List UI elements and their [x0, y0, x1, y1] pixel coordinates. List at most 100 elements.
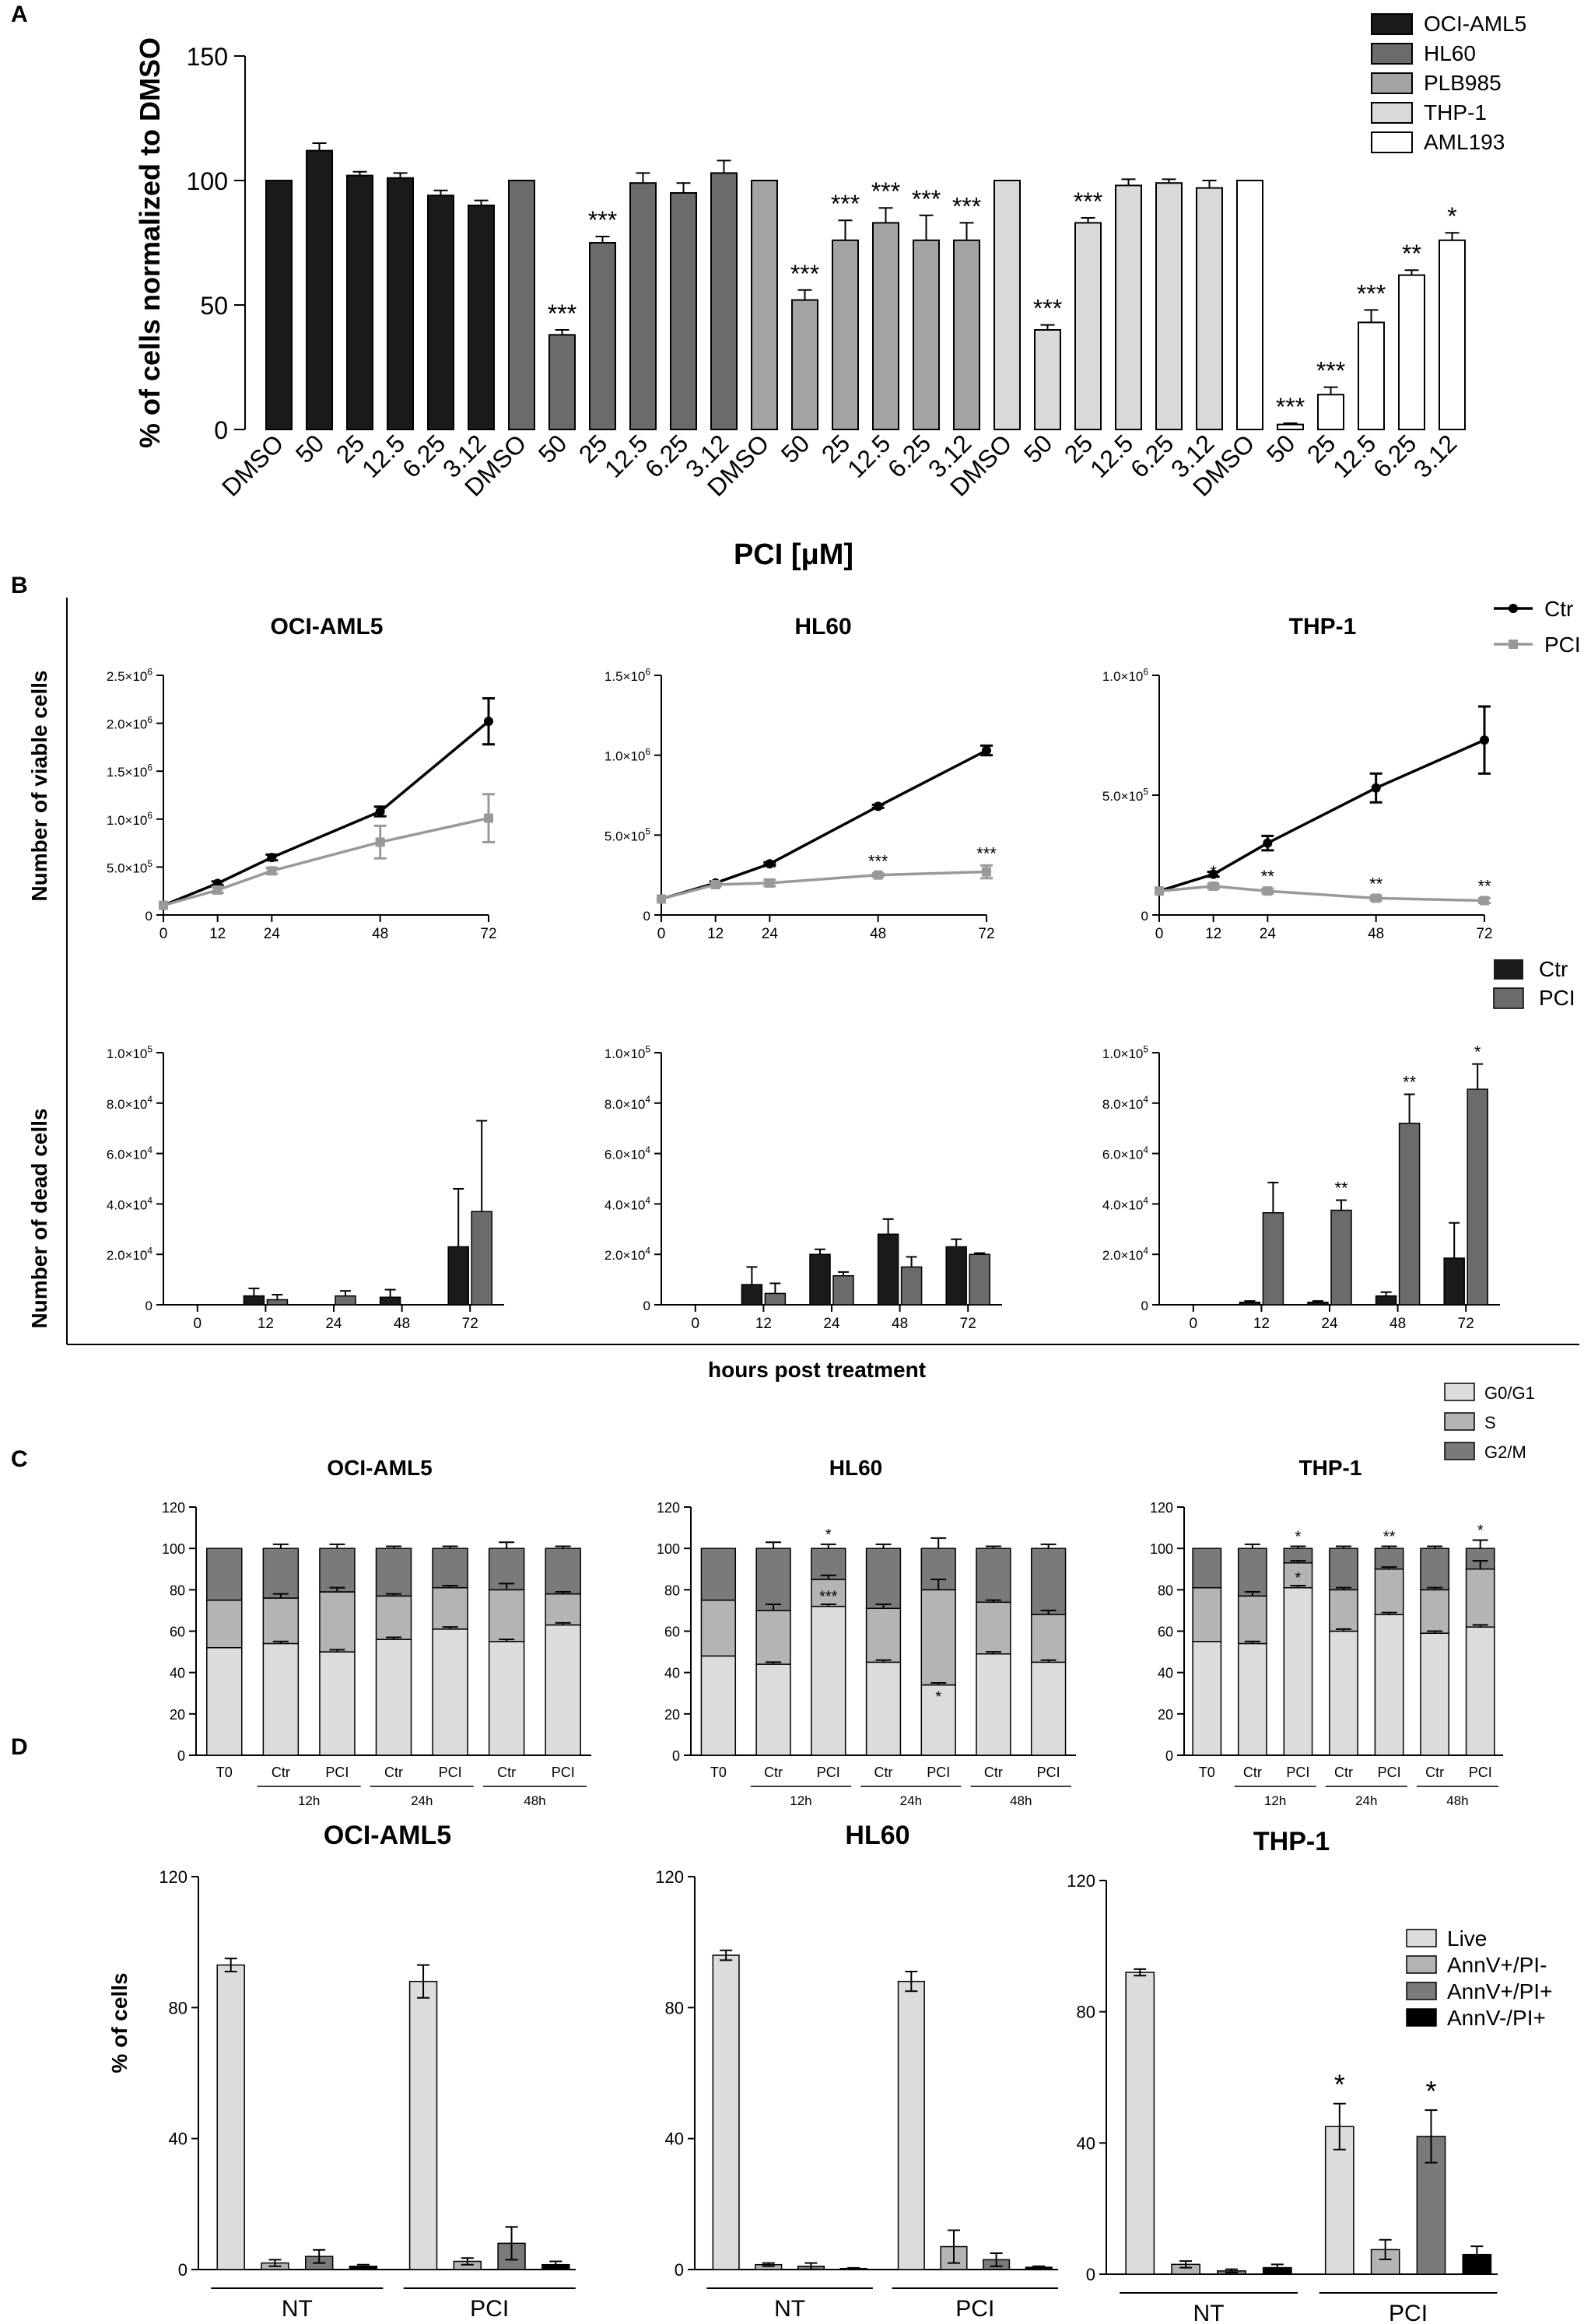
x-tick-label: 0 — [1155, 926, 1164, 942]
bar-segment — [1237, 1642, 1267, 1756]
x-tick-label: 48 — [1390, 1316, 1406, 1332]
y-tick-label: 0 — [145, 909, 152, 924]
bar-segment — [262, 1548, 300, 1599]
group-label: 48h — [524, 1793, 545, 1808]
y-tick-label: 40 — [169, 2129, 187, 2149]
data-point — [1155, 886, 1164, 896]
x-tick-label: T0 — [216, 1765, 233, 1780]
significance-mark: ** — [1477, 876, 1491, 896]
data-point — [1208, 869, 1218, 879]
y-tick-label: 5.0×105 — [1102, 786, 1148, 804]
x-tick-label: 50 — [1018, 429, 1058, 468]
y-tick-label: 100 — [162, 1541, 185, 1557]
group-label: PCI — [955, 2296, 994, 2322]
data-point — [1371, 783, 1381, 793]
group-label: 12h — [298, 1793, 320, 1808]
y-tick-label: 60 — [1158, 1625, 1173, 1640]
bar-segment — [1030, 1661, 1067, 1756]
x-tick-label: PCI — [927, 1765, 950, 1780]
x-tick-label: 0 — [692, 1316, 700, 1332]
bar-segment — [920, 1589, 956, 1686]
x-tick-label: 6.25 — [1125, 429, 1179, 482]
bar-segment — [319, 1548, 356, 1593]
x-tick-label: 72 — [1476, 926, 1492, 942]
data-point — [375, 837, 385, 847]
legend-label: AnnV-/PI+ — [1447, 2006, 1546, 2030]
bar — [335, 1295, 356, 1306]
significance-mark: *** — [1074, 188, 1102, 216]
significance-mark: *** — [952, 192, 981, 220]
bar-segment — [811, 1605, 846, 1756]
x-tick-label: 72 — [462, 1316, 478, 1332]
group-label: NT — [1193, 2301, 1225, 2324]
significance-mark: * — [1425, 2075, 1436, 2107]
y-tick-label: 120 — [1150, 1500, 1173, 1516]
bar-segment — [1329, 1548, 1358, 1591]
ctr-line — [1158, 738, 1485, 892]
bar — [629, 182, 657, 430]
y-tick-label: 0 — [675, 2260, 684, 2280]
y-tick-label: 1.0×106 — [107, 810, 152, 828]
apoptosis-panel: HL60 0 40 80 120 NT PCI — [655, 1821, 1059, 2322]
legend-label: OCI-AML5 — [1424, 12, 1526, 36]
x-tick-label: Ctr — [497, 1765, 516, 1780]
x-tick-label: 24 — [762, 926, 779, 942]
x-tick-label: 50 — [533, 429, 573, 468]
legend-swatch — [1494, 959, 1523, 980]
x-tick-label: 72 — [978, 926, 994, 942]
group-label: 12h — [1264, 1793, 1286, 1808]
bar — [427, 195, 454, 430]
bar-segment — [1465, 1569, 1495, 1628]
y-tick-label: 80 — [1077, 2003, 1095, 2022]
bar — [712, 1954, 740, 2270]
x-tick-label: 6.25 — [640, 429, 693, 482]
significance-mark: ** — [763, 858, 777, 878]
chart-title: HL60 — [829, 1456, 882, 1480]
legend-label: THP-1 — [1424, 100, 1487, 124]
legend-swatch — [1493, 987, 1524, 1009]
y-tick-label: 0 — [145, 1299, 152, 1313]
data-point — [267, 866, 277, 876]
y-tick-label: 4.0×104 — [107, 1195, 152, 1213]
group-label: PCI — [1389, 2301, 1428, 2324]
y-tick-label: 0 — [643, 909, 650, 924]
legend-label: AML193 — [1424, 130, 1505, 154]
y-tick-label: 8.0×104 — [605, 1094, 650, 1112]
y-tick-label: 40 — [664, 1666, 680, 1681]
significance-mark: *** — [976, 843, 997, 863]
bar — [1398, 274, 1425, 430]
data-point — [710, 879, 720, 889]
bar — [764, 1292, 787, 1306]
significance-mark: * — [1210, 862, 1217, 882]
significance-mark: *** — [1276, 393, 1305, 421]
panel-c: G0/G1 S G2/M OCI-AML5 0 20 40 60 80 100 120 T0 Ctr PC… — [162, 1383, 1535, 1808]
x-tick-label: 3.12 — [1408, 429, 1462, 482]
bar — [1074, 222, 1102, 430]
bar — [1262, 1211, 1284, 1306]
y-axis-title: % of cells normalized to DMSO — [134, 37, 166, 448]
significance-mark: *** — [912, 185, 941, 213]
chart-title: THP-1 — [1299, 1456, 1362, 1480]
bar — [346, 174, 373, 430]
bar-segment — [206, 1647, 243, 1756]
bar — [408, 1980, 438, 2270]
y-tick-label: 100 — [187, 167, 228, 195]
bar-segment — [1329, 1589, 1358, 1632]
y-tick-label: 2.0×106 — [107, 714, 152, 732]
bar — [1398, 1122, 1421, 1306]
y-tick-label: 50 — [200, 292, 228, 320]
x-tick-label: 48 — [394, 1316, 410, 1332]
bar — [751, 180, 778, 430]
x-tick-label: PCI — [1469, 1765, 1492, 1780]
bar-segment — [755, 1610, 791, 1665]
significance-mark: *** — [831, 190, 860, 218]
bar — [877, 1233, 899, 1306]
x-tick-label: 24 — [1321, 1316, 1338, 1332]
bar — [471, 1211, 492, 1306]
bar — [1196, 187, 1223, 430]
y-tick-label: 1.0×105 — [1102, 1043, 1148, 1061]
chart-title: OCI-AML5 — [324, 1821, 451, 1850]
significance-mark: * — [1334, 2069, 1345, 2101]
